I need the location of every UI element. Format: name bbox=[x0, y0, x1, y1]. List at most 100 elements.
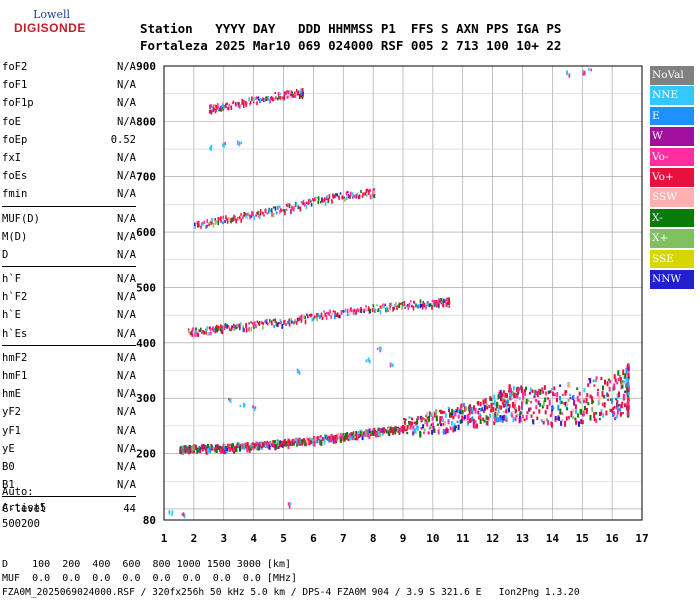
echo-point bbox=[279, 208, 282, 213]
echo-point bbox=[369, 308, 371, 314]
echo-point bbox=[224, 448, 227, 455]
echo-point bbox=[229, 448, 232, 452]
echo-point bbox=[257, 210, 259, 215]
echo-point bbox=[331, 199, 333, 204]
echo-point bbox=[593, 412, 596, 418]
echo-point bbox=[217, 106, 220, 109]
separator bbox=[2, 344, 136, 346]
echo-point bbox=[259, 97, 262, 103]
param-name: hmF2 bbox=[2, 351, 28, 364]
echo-point bbox=[188, 329, 190, 334]
param-name: yE bbox=[2, 442, 15, 455]
echo-point bbox=[271, 96, 273, 101]
echo-point bbox=[348, 433, 351, 438]
x-tick-label: 12 bbox=[486, 532, 499, 545]
echo-point bbox=[222, 325, 225, 331]
echo-point bbox=[504, 415, 507, 421]
echo-point bbox=[311, 438, 314, 441]
echo-point bbox=[460, 418, 463, 423]
echo-point bbox=[498, 404, 501, 409]
echo-point bbox=[287, 320, 289, 325]
echo-point bbox=[428, 303, 431, 308]
echo-point bbox=[353, 431, 356, 434]
echo-point bbox=[499, 415, 502, 418]
echo-point bbox=[298, 206, 301, 209]
echo-point bbox=[427, 431, 430, 435]
echo-point bbox=[303, 438, 306, 442]
echo-point bbox=[519, 411, 522, 415]
echo-point bbox=[290, 209, 292, 215]
echo-point bbox=[251, 211, 253, 216]
param-row-mufd: MUF(D) N/A bbox=[2, 210, 136, 228]
echo-point bbox=[547, 390, 550, 394]
echo-point bbox=[395, 426, 398, 430]
echo-point bbox=[275, 96, 277, 100]
echo-point bbox=[307, 315, 309, 319]
echo-point bbox=[249, 100, 252, 104]
echo-point bbox=[182, 513, 185, 517]
echo-point bbox=[304, 314, 306, 317]
echo-point bbox=[597, 400, 600, 406]
echo-point bbox=[512, 386, 515, 391]
echo-point bbox=[244, 445, 247, 449]
echo-point bbox=[494, 414, 497, 418]
echo-point bbox=[269, 98, 271, 104]
echo-point bbox=[377, 428, 380, 433]
param-row-d: D N/A bbox=[2, 246, 136, 264]
echo-point bbox=[455, 409, 458, 413]
echo-point bbox=[412, 305, 415, 311]
echo-point bbox=[232, 102, 234, 105]
echo-point bbox=[588, 378, 591, 381]
echo-point bbox=[493, 394, 496, 400]
echo-point bbox=[518, 397, 521, 400]
echo-point bbox=[627, 409, 629, 413]
param-value: N/A bbox=[117, 248, 136, 261]
echo-point bbox=[442, 418, 444, 422]
echo-point bbox=[391, 363, 394, 368]
echo-point bbox=[339, 314, 341, 319]
echo-point bbox=[350, 309, 353, 313]
echo-point bbox=[282, 209, 285, 212]
echo-point bbox=[275, 443, 278, 450]
echo-point bbox=[245, 100, 247, 105]
echo-point bbox=[581, 420, 584, 425]
echo-point bbox=[413, 428, 415, 432]
echo-point bbox=[510, 388, 512, 394]
echo-point bbox=[293, 321, 295, 325]
echo-point bbox=[527, 399, 530, 402]
echo-point bbox=[522, 395, 525, 400]
echo-point bbox=[252, 101, 255, 104]
echo-point bbox=[626, 377, 629, 382]
echo-point bbox=[311, 317, 313, 322]
echo-point bbox=[283, 209, 286, 212]
echo-point bbox=[198, 329, 200, 332]
echo-point bbox=[212, 109, 215, 113]
echo-point bbox=[484, 404, 486, 411]
echo-point bbox=[544, 410, 547, 415]
echo-point bbox=[216, 105, 218, 108]
echo-point bbox=[201, 223, 203, 226]
echo-point bbox=[241, 98, 244, 104]
param-value: N/A bbox=[117, 97, 136, 110]
echo-point bbox=[403, 420, 406, 425]
echo-point bbox=[340, 437, 343, 443]
echo-point bbox=[269, 208, 271, 213]
echo-point bbox=[379, 309, 382, 315]
param-name: B1 bbox=[2, 479, 15, 492]
echo-point bbox=[569, 397, 572, 400]
echo-point bbox=[561, 412, 564, 415]
x-tick-label: 16 bbox=[606, 532, 620, 545]
echo-point bbox=[459, 419, 462, 424]
echo-point bbox=[310, 203, 313, 207]
echo-point bbox=[483, 419, 486, 423]
echo-point bbox=[208, 221, 211, 224]
echo-point bbox=[295, 202, 298, 206]
echo-point bbox=[348, 312, 351, 316]
echo-point bbox=[294, 441, 297, 444]
echo-point bbox=[287, 443, 290, 450]
param-value: N/A bbox=[117, 115, 136, 128]
echo-point bbox=[193, 449, 196, 454]
echo-point bbox=[533, 395, 536, 398]
echo-point bbox=[243, 402, 245, 408]
